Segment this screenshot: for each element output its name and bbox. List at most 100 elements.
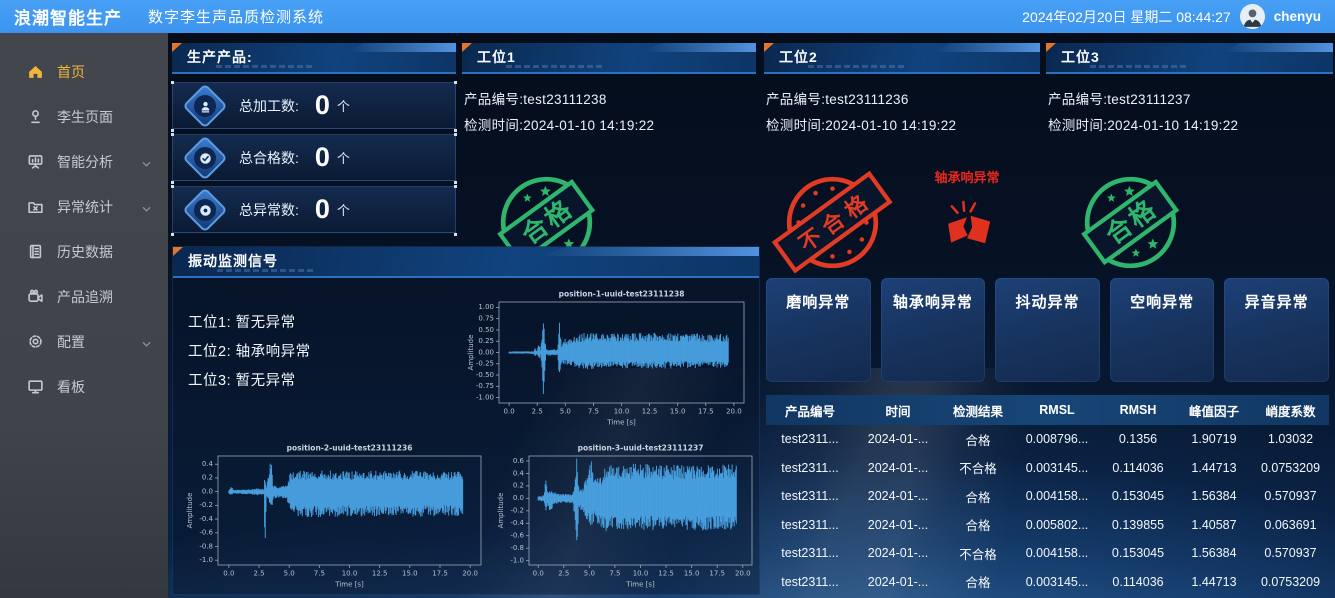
station-3-detect-time: 检测时间:2024-01-10 14:19:22: [1048, 118, 1239, 133]
station-1-header: 工位1: [462, 43, 756, 74]
table-header-cell: 检测结果: [952, 404, 1003, 419]
abnormal-button-4[interactable]: 空响异常: [1109, 278, 1215, 382]
table-cell: 合格: [965, 519, 991, 534]
station-3-title: 工位3: [1061, 49, 1100, 65]
stat-card: 总异常数: 0 个: [171, 185, 457, 233]
sidebar-nav: 首页 李生页面 智能分析异常统计历史数据产品追溯配置看板: [0, 33, 168, 598]
doc-icon: [27, 243, 44, 260]
table-cell: 合格: [965, 433, 991, 448]
top-header-bar: 浪潮智能生产 数字李生声品质检测系统 2024年02月20日 星期二 08:44…: [0, 0, 1335, 33]
user-avatar[interactable]: [1239, 4, 1265, 29]
table-cell: 0.153045: [1111, 546, 1165, 561]
station-1-product-id: 产品编号:test23111238: [464, 92, 607, 107]
station-1-panel: 工位1 产品编号:test23111238 检测时间:2024-01-10 14…: [462, 43, 756, 269]
username-text[interactable]: chenyu: [1273, 9, 1321, 24]
vibration-panel-header: 振动监测信号: [173, 247, 759, 278]
table-cell: 不合格: [959, 462, 997, 477]
production-panel-header: 生产产品:: [172, 43, 456, 74]
sidebar-item-label: 产品追溯: [57, 288, 113, 305]
station-1-title: 工位1: [477, 49, 516, 65]
table-row: test2311... 2024-01-... 不合格 0.003145... 0.11…: [766, 454, 1329, 483]
sidebar-item-label: 看板: [57, 378, 85, 395]
abnormal-button-3[interactable]: 抖动异常: [995, 278, 1100, 382]
stat-user-icon: [182, 82, 228, 129]
header-dashes: [1090, 65, 1186, 68]
table-cell: test2311...: [781, 432, 839, 447]
sidebar-item-history-data[interactable]: 历史数据: [0, 229, 168, 274]
station-3-product-id: 产品编号:test23111237: [1048, 92, 1191, 107]
table-row: test2311... 2024-01-... 合格 0.008796... 0.135…: [766, 425, 1329, 454]
stat-label: 总加工数:: [239, 97, 299, 114]
user-icon: [27, 108, 44, 125]
table-cell: 0.153045: [1111, 489, 1165, 504]
sidebar-item-label: 配置: [57, 333, 85, 350]
table-cell: 0.004158...: [1025, 489, 1089, 504]
sidebar-item-home[interactable]: 首页: [0, 49, 168, 94]
sidebar-item-product-trace[interactable]: 产品追溯: [0, 274, 168, 319]
stat-value: 0: [314, 194, 330, 224]
table-cell: 2024-01-...: [867, 574, 929, 589]
stat-value: 0: [314, 142, 330, 172]
sidebar-item-board[interactable]: 看板: [0, 364, 168, 409]
table-cell: 0.1356: [1118, 432, 1158, 447]
stat-unit: 个: [336, 99, 350, 114]
chevron-down-icon: [141, 337, 152, 348]
station-2-detect-time: 检测时间:2024-01-10 14:19:22: [766, 118, 957, 133]
table-row: test2311... 2024-01-... 合格 0.004158... 0.153…: [766, 482, 1329, 511]
table-cell: 1.56384: [1191, 489, 1237, 504]
table-header-cell: 峰值因子: [1188, 404, 1239, 419]
table-cell: test2311...: [781, 546, 839, 561]
datetime-text: 2024年02月20日 星期二 08:44:27: [1022, 8, 1231, 25]
abnormal-type-buttons: 磨响异常 轴承响异常 抖动异常 空响异常 异音异常: [766, 278, 1329, 382]
table-cell: 0.005802...: [1025, 517, 1089, 532]
sidebar-item-config[interactable]: 配置: [0, 319, 168, 364]
production-stats: 总加工数: 0 个总合格数: 0 个总异常数: 0 个: [171, 81, 457, 233]
table-header-cell: 产品编号: [784, 404, 835, 419]
stat-label: 总异常数:: [239, 201, 299, 218]
stat-label: 总合格数:: [239, 149, 299, 166]
station-2-abnormal-block: 轴承响异常: [924, 170, 1010, 252]
station-2-status: 工位2: 轴承响异常: [188, 344, 311, 360]
header-dashes: [506, 65, 602, 68]
table-row: test2311... 2024-01-... 不合格 0.004158... 0.15…: [766, 539, 1329, 568]
table-cell: 0.114036: [1112, 574, 1164, 589]
abnormal-button-2[interactable]: 轴承响异常: [880, 278, 986, 382]
station-2-title: 工位2: [779, 49, 818, 65]
sidebar-item-smart-analysis[interactable]: 智能分析: [0, 139, 168, 184]
abnormal-type-label: 轴承响异常: [934, 170, 1000, 185]
stat-check-icon: [182, 134, 228, 181]
folder-icon: [27, 198, 44, 215]
station-2-panel: 工位2 产品编号:test23111236 检测时间:2024-01-10 14…: [764, 43, 1040, 274]
table-cell: 0.0753209: [1260, 574, 1321, 589]
table-cell: test2311...: [781, 574, 839, 589]
detection-results-region: 磨响异常 轴承响异常 抖动异常 空响异常 异音异常 产品编号 时间 检测结果 RMSL RMSH…: [766, 278, 1329, 596]
stat-unit: 个: [336, 203, 350, 218]
station-2-product-id: 产品编号:test23111236: [766, 92, 909, 107]
table-cell: 2024-01-...: [867, 517, 929, 532]
header-dashes: [216, 65, 312, 68]
station-3-header: 工位3: [1046, 43, 1333, 74]
sidebar-item-label: 历史数据: [57, 243, 113, 260]
table-cell: 2024-01-...: [867, 546, 929, 561]
system-title: 数字李生声品质检测系统: [148, 9, 325, 26]
station-2-header: 工位2: [764, 43, 1040, 74]
sidebar-item-label: 异常统计: [57, 198, 113, 215]
station-3-panel: 工位3 产品编号:test23111237 检测时间:2024-01-10 14…: [1046, 43, 1333, 269]
brand-title: 浪潮智能生产: [14, 9, 122, 28]
station-3-status: 工位3: 暂无异常: [188, 373, 296, 389]
sidebar-item-abnormal-stats[interactable]: 异常统计: [0, 184, 168, 229]
camera-icon: [27, 288, 44, 305]
vibration-panel-title: 振动监测信号: [188, 253, 278, 269]
stat-card: 总合格数: 0 个: [171, 133, 457, 181]
abnormal-button-1[interactable]: 磨响异常: [766, 278, 871, 382]
chevron-down-icon: [141, 157, 152, 168]
home-icon: [27, 63, 44, 80]
sidebar-item-twin-page[interactable]: 李生页面: [0, 94, 168, 139]
detection-results-table: 产品编号 时间 检测结果 RMSL RMSH 峰值因子 峭度系数 test2311... 20…: [766, 395, 1329, 596]
production-panel: 生产产品: 总加工数: 0 个总合格数: 0 个总异常数: 0 个: [171, 43, 457, 238]
table-cell: 1.56384: [1191, 546, 1237, 561]
station-status-list: 工位1: 暂无异常 工位2: 轴承响异常 工位3: 暂无异常: [188, 309, 311, 396]
abnormal-button-5[interactable]: 异音异常: [1224, 278, 1329, 382]
table-header-cell: RMSH: [1119, 403, 1157, 417]
pass-stamp-icon: 合格: [1074, 166, 1187, 279]
